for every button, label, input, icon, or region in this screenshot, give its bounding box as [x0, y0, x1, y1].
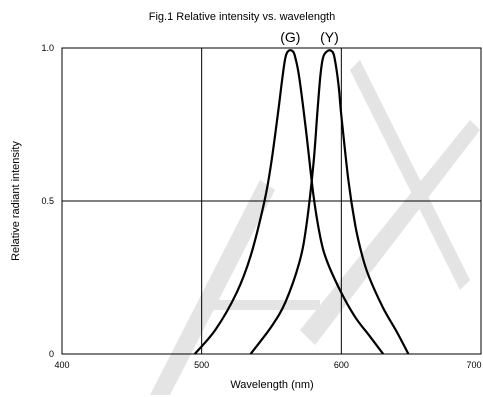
series: [193, 49, 410, 355]
y-tick-label: 0: [49, 349, 54, 359]
plot-frame: [61, 47, 482, 355]
series-label-1: (Y): [320, 29, 339, 45]
x-tick-label: 500: [194, 360, 209, 370]
y-tick-label: 0.5: [41, 196, 54, 206]
chart-title: Fig.1 Relative intensity vs. wavelength: [149, 11, 335, 23]
series-line-1: [249, 49, 410, 355]
peak-labels: (G) (Y): [280, 29, 339, 45]
series-label-0: (G): [280, 29, 300, 45]
watermark: [150, 60, 480, 395]
x-axis-label: Wavelength (nm): [230, 379, 313, 391]
x-tick-label: 600: [334, 360, 349, 370]
y-tick-label: 1.0: [41, 43, 54, 53]
x-tick-label: 400: [54, 360, 69, 370]
x-tick-labels: 400 500 600 700: [54, 360, 481, 370]
y-tick-labels: 0 0.5 1.0: [41, 43, 54, 359]
x-tick-label: 700: [466, 360, 481, 370]
series-line-0: [193, 49, 385, 355]
y-axis-label: Relative radiant intensity: [10, 141, 22, 261]
grid: [62, 48, 481, 354]
